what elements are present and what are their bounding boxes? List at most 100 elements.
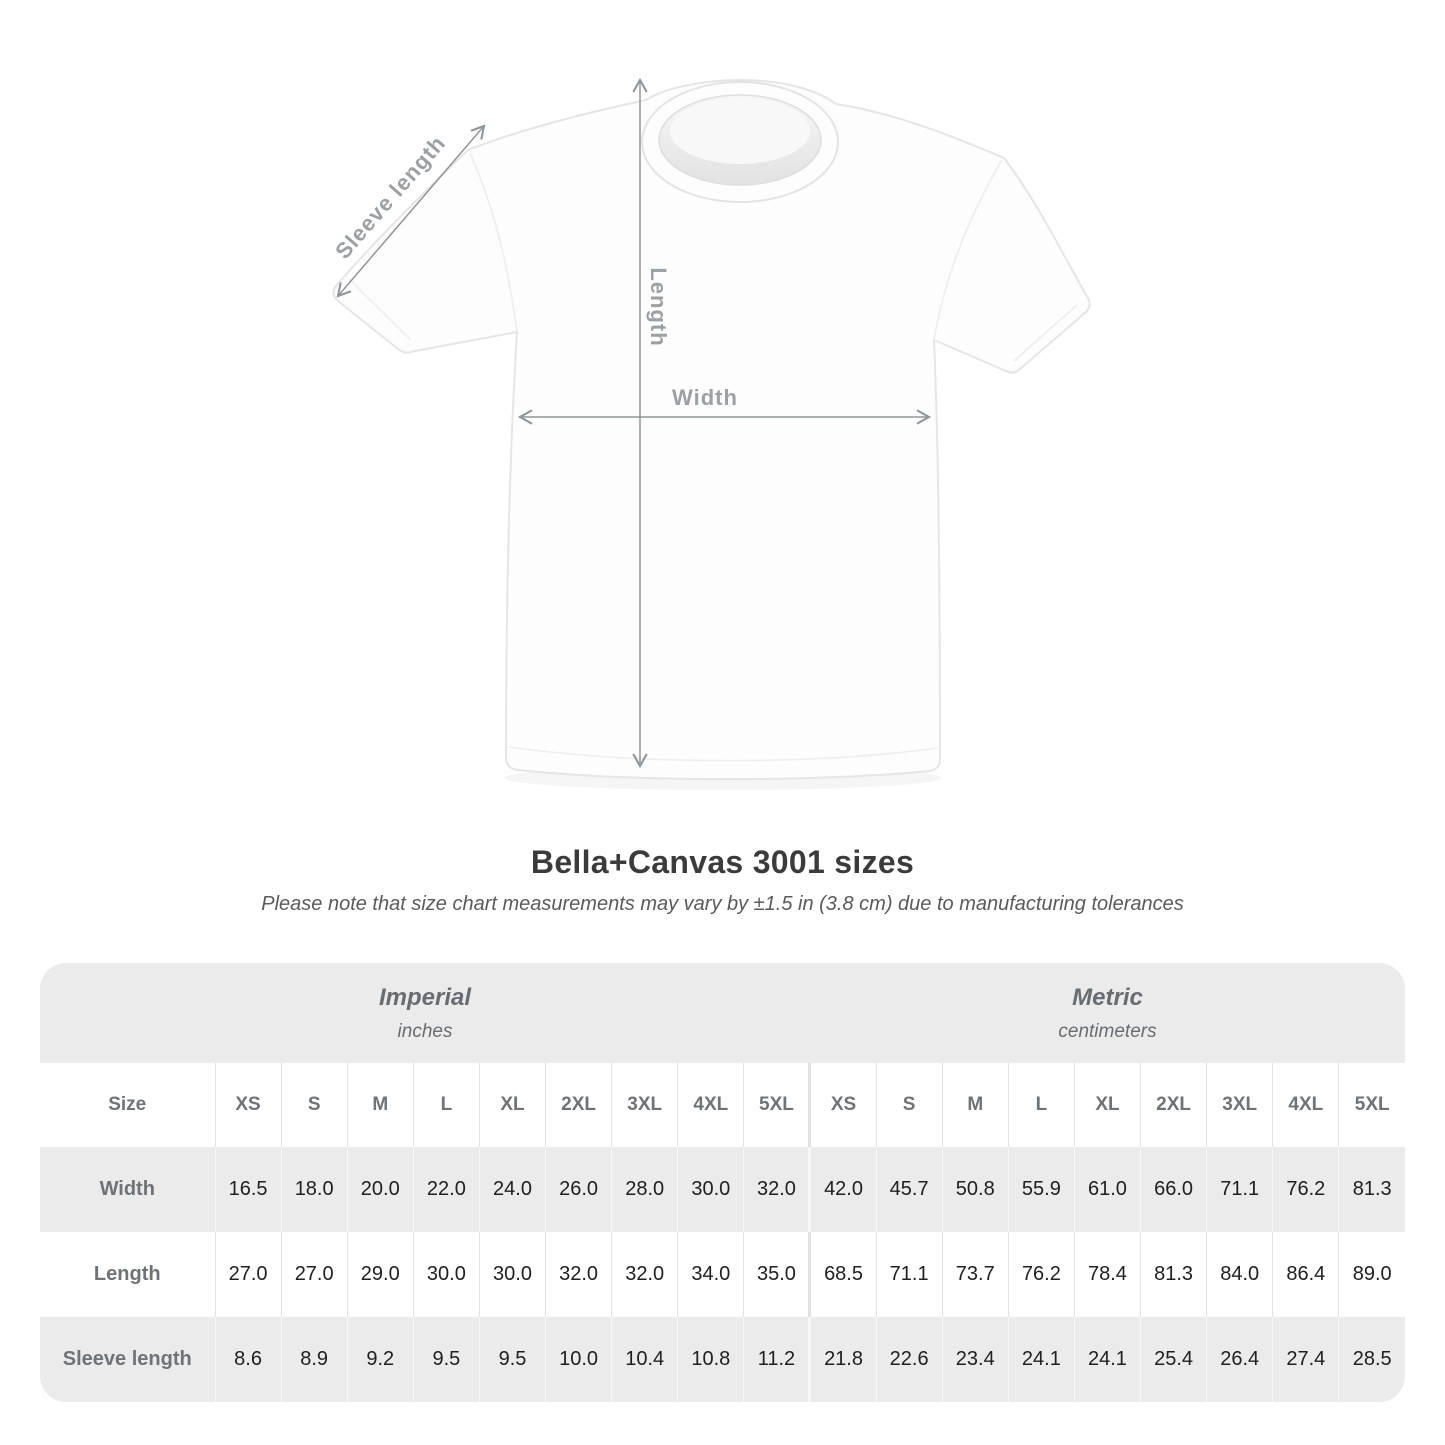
page-title: Bella+Canvas 3001 sizes [530, 844, 915, 880]
table-row-width: Width 16.5 18.0 20.0 22.0 24.0 26.0 28.0 30.0 32.… [40, 1147, 1405, 1232]
cell-length-metric-3xl: 84.0 [1206, 1232, 1273, 1317]
tshirt-diagram: Sleeve length Length Width [330, 77, 1091, 790]
col-header-metric-4xl: 4XL [1272, 1063, 1339, 1147]
cell-width-imperial-s: 18.0 [280, 1147, 348, 1232]
cell-width-metric-l: 55.9 [1007, 1147, 1075, 1232]
cell-sleeve-length-imperial-4xl: 10.8 [677, 1317, 744, 1402]
size-table: Imperial inches Metric centimeters Size X… [40, 963, 1405, 1402]
cell-sleeve-length-imperial-xs: 8.6 [214, 1317, 282, 1402]
cell-width-imperial-xs: 16.5 [214, 1147, 282, 1232]
cell-width-imperial-3xl: 28.0 [611, 1147, 678, 1232]
cell-width-imperial-l: 22.0 [412, 1147, 480, 1232]
col-header-imperial-l: L [412, 1063, 480, 1147]
cell-width-imperial-m: 20.0 [346, 1147, 414, 1232]
col-header-metric-m: M [941, 1063, 1009, 1147]
cell-sleeve-length-metric-m: 23.4 [941, 1317, 1009, 1402]
cell-sleeve-length-imperial-5xl: 11.2 [743, 1317, 810, 1402]
width-label: Width [672, 385, 738, 410]
right-sleeve-seam [933, 159, 1003, 341]
col-header-imperial-s: S [280, 1063, 348, 1147]
cell-length-imperial-5xl: 35.0 [743, 1232, 810, 1317]
metric-group-header: Metric centimeters [809, 963, 1405, 1063]
cell-sleeve-length-metric-2xl: 25.4 [1140, 1317, 1207, 1402]
row-label-sleeve-length: Sleeve length [62, 1348, 192, 1370]
col-header-metric-5xl: 5XL [1338, 1063, 1405, 1147]
imperial-group-unit: inches [397, 1020, 453, 1042]
cell-length-imperial-l: 30.0 [412, 1232, 480, 1317]
cell-length-metric-4xl: 86.4 [1272, 1232, 1339, 1317]
cell-length-imperial-s: 27.0 [280, 1232, 348, 1317]
cell-sleeve-length-metric-s: 22.6 [875, 1317, 943, 1402]
col-header-metric-xl: XL [1073, 1063, 1141, 1147]
cell-length-metric-xl: 78.4 [1073, 1232, 1141, 1317]
cell-length-imperial-xs: 27.0 [214, 1232, 282, 1317]
cell-sleeve-length-imperial-l: 9.5 [412, 1317, 480, 1402]
sleeve-length-arrow [336, 124, 486, 298]
metric-group-unit: centimeters [1058, 1020, 1157, 1042]
metric-group-label: Metric [1072, 983, 1143, 1011]
row-label-length: Length [93, 1263, 161, 1285]
cell-length-metric-5xl: 89.0 [1338, 1232, 1405, 1317]
cell-sleeve-length-metric-3xl: 26.4 [1206, 1317, 1273, 1402]
cell-width-metric-m: 50.8 [941, 1147, 1009, 1232]
cell-width-imperial-xl: 24.0 [478, 1147, 546, 1232]
cell-width-metric-5xl: 81.3 [1338, 1147, 1405, 1232]
cell-length-imperial-4xl: 34.0 [677, 1232, 744, 1317]
col-header-metric-2xl: 2XL [1140, 1063, 1207, 1147]
cell-width-metric-3xl: 71.1 [1206, 1147, 1273, 1232]
cell-sleeve-length-metric-4xl: 27.4 [1272, 1317, 1339, 1402]
col-header-imperial-3xl: 3XL [611, 1063, 678, 1147]
col-header-metric-xs: XS [808, 1063, 877, 1147]
cell-sleeve-length-imperial-m: 9.2 [346, 1317, 414, 1402]
cell-width-metric-xs: 42.0 [808, 1147, 877, 1232]
cell-length-metric-s: 71.1 [875, 1232, 943, 1317]
col-header-metric-3xl: 3XL [1206, 1063, 1273, 1147]
table-row-sleeve-length: Sleeve length 8.6 8.9 9.2 9.5 9.5 10.0 10.4 10.8… [40, 1317, 1405, 1402]
col-header-imperial-4xl: 4XL [677, 1063, 744, 1147]
col-header-imperial-xl: XL [478, 1063, 546, 1147]
col-header-metric-s: S [875, 1063, 943, 1147]
length-label: Length [646, 267, 671, 346]
tshirt-graphic [332, 79, 1091, 790]
cell-length-metric-2xl: 81.3 [1140, 1232, 1207, 1317]
cell-length-imperial-2xl: 32.0 [545, 1232, 612, 1317]
cell-sleeve-length-imperial-xl: 9.5 [478, 1317, 546, 1402]
size-table-wrapper: Imperial inches Metric centimeters Size X… [40, 963, 1405, 1402]
cell-length-imperial-m: 29.0 [346, 1232, 414, 1317]
cell-sleeve-length-imperial-3xl: 10.4 [611, 1317, 678, 1402]
cell-sleeve-length-imperial-s: 8.9 [280, 1317, 348, 1402]
tshirt-body [332, 79, 1091, 781]
cell-sleeve-length-imperial-2xl: 10.0 [545, 1317, 612, 1402]
cell-sleeve-length-metric-5xl: 28.5 [1338, 1317, 1405, 1402]
imperial-group-label: Imperial [378, 983, 472, 1011]
table-row-length: Length 27.0 27.0 29.0 30.0 30.0 32.0 32.0 34.0 35… [40, 1232, 1405, 1317]
cell-length-metric-xs: 68.5 [808, 1232, 877, 1317]
col-header-imperial-5xl: 5XL [743, 1063, 810, 1147]
col-header-imperial-xs: XS [214, 1063, 282, 1147]
cell-length-imperial-3xl: 32.0 [611, 1232, 678, 1317]
cell-width-imperial-4xl: 30.0 [677, 1147, 744, 1232]
col-header-imperial-m: M [346, 1063, 414, 1147]
cell-width-metric-4xl: 76.2 [1272, 1147, 1339, 1232]
cell-width-metric-s: 45.7 [875, 1147, 943, 1232]
unit-group-row: Imperial inches Metric centimeters [40, 963, 1405, 1063]
imperial-group-header: Imperial inches [40, 963, 810, 1063]
cell-length-imperial-xl: 30.0 [478, 1232, 546, 1317]
col-header-size: Size [108, 1094, 147, 1115]
cell-width-imperial-5xl: 32.0 [743, 1147, 810, 1232]
size-header-row: Size XS S M L XL 2XL 3XL 4XL 5XL XS S M L XL 2XL 3XL 4XL 5… [40, 1063, 1405, 1147]
collar-inner-back [670, 98, 810, 164]
cell-sleeve-length-metric-xs: 21.8 [808, 1317, 877, 1402]
bottom-hem-seam [508, 746, 938, 762]
col-header-imperial-2xl: 2XL [545, 1063, 612, 1147]
page-subtitle: Please note that size chart measurements… [261, 893, 1184, 915]
cell-sleeve-length-metric-l: 24.1 [1007, 1317, 1075, 1402]
col-header-metric-l: L [1007, 1063, 1075, 1147]
size-table-body: Size XS S M L XL 2XL 3XL 4XL 5XL XS S M L XL 2XL 3XL 4XL 5… [40, 1063, 1405, 1402]
cell-width-metric-2xl: 66.0 [1140, 1147, 1207, 1232]
cell-width-imperial-2xl: 26.0 [545, 1147, 612, 1232]
cell-sleeve-length-metric-xl: 24.1 [1073, 1317, 1141, 1402]
cell-width-metric-xl: 61.0 [1073, 1147, 1141, 1232]
cell-length-metric-m: 73.7 [941, 1232, 1009, 1317]
